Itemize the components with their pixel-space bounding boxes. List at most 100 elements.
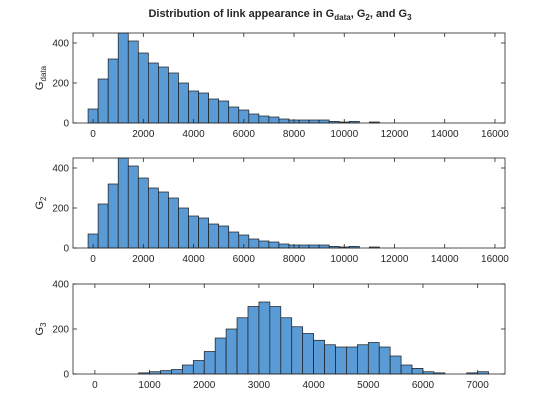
histogram-bar (298, 119, 310, 124)
y-tick-label: 0 (63, 244, 69, 255)
histogram-bar (308, 244, 320, 249)
x-tick-label: 10000 (330, 129, 358, 140)
histogram-bar (280, 317, 293, 375)
x-tick-label: 6000 (233, 129, 256, 140)
histogram-bar (137, 177, 149, 249)
histogram-bar (291, 326, 304, 375)
y-axis-label: Gdata (34, 65, 48, 90)
x-tick-label: 8000 (283, 254, 306, 265)
y-tick-label: 200 (52, 325, 69, 336)
histogram-bar (248, 238, 260, 249)
x-tick-label: 7000 (467, 380, 490, 391)
histogram-bar (346, 346, 358, 375)
histogram-bar (198, 92, 209, 124)
histogram-bar (214, 337, 227, 375)
histogram-bar (188, 215, 199, 249)
histogram-bar (97, 78, 109, 124)
histogram-bar (178, 207, 189, 249)
histogram-bar (248, 113, 260, 124)
histogram-bar (107, 183, 119, 249)
histogram-bar (400, 364, 413, 375)
histogram-bar (313, 339, 325, 375)
histogram-bar (378, 346, 391, 375)
x-tick-label: 0 (90, 254, 96, 265)
histogram-bar (218, 225, 230, 249)
x-tick-label: 10000 (330, 254, 358, 265)
histogram-bar (335, 346, 347, 375)
histogram-bar (258, 301, 271, 375)
histogram-bar (389, 355, 402, 375)
x-tick-label: 12000 (381, 129, 409, 140)
histogram-bar (168, 197, 179, 249)
title-sub-data: data (334, 13, 351, 23)
x-tick-label: 14000 (431, 129, 459, 140)
histogram-bar (158, 191, 169, 249)
histogram-bar (268, 116, 280, 124)
histogram-bar (208, 223, 220, 249)
histogram-bar (147, 187, 159, 249)
histogram-bar (324, 344, 336, 375)
x-tick-label: 5000 (357, 380, 380, 391)
histogram-bar (258, 115, 270, 124)
histogram-bar (208, 98, 220, 124)
histogram-bar (160, 370, 172, 375)
x-tick-label: 4000 (182, 254, 205, 265)
histogram-bar (278, 118, 290, 124)
histogram-bar (147, 62, 159, 124)
x-tick-label: 0 (92, 380, 98, 391)
histogram-bar (203, 351, 216, 375)
histogram-bar (411, 368, 424, 375)
x-tick-label: 1000 (138, 380, 161, 391)
histogram-bar (97, 203, 109, 249)
y-axis-label: G2 (34, 196, 48, 210)
x-tick-label: 2000 (132, 254, 155, 265)
x-tick-label: 6000 (233, 254, 256, 265)
title-sep-1: , G (350, 8, 366, 20)
histogram-bar (308, 119, 320, 124)
histogram-bar (127, 40, 139, 124)
y-tick-label: 0 (63, 370, 69, 381)
axes-box (72, 32, 506, 124)
histogram-bar (236, 317, 249, 375)
x-tick-label: 4000 (302, 380, 325, 391)
histogram-bar (117, 157, 129, 249)
histogram-bar (158, 66, 169, 124)
histogram-bar (357, 344, 369, 375)
x-tick-label: 12000 (381, 254, 409, 265)
y-tick-label: 200 (52, 204, 69, 215)
histogram-bar (228, 231, 240, 249)
histogram-bar (168, 72, 179, 124)
title-sep-2: , and G (369, 8, 408, 20)
histogram-bar (269, 306, 282, 375)
histogram-bar (127, 165, 139, 249)
x-tick-label: 14000 (431, 254, 459, 265)
x-tick-label: 4000 (182, 129, 205, 140)
x-tick-label: 6000 (412, 380, 435, 391)
histogram-bar (188, 90, 199, 124)
histogram-bar (107, 58, 119, 124)
x-tick-label: 16000 (481, 254, 509, 265)
histogram-bar (298, 244, 310, 249)
histogram-bar (117, 32, 129, 124)
x-tick-label: 0 (90, 129, 96, 140)
figure-title: Distribution of link appearance in Gdata… (0, 8, 560, 22)
x-tick-label: 3000 (248, 380, 271, 391)
x-tick-label: 8000 (283, 129, 306, 140)
x-tick-label: 16000 (481, 129, 509, 140)
y-tick-label: 0 (63, 119, 69, 130)
histogram-bar (247, 306, 260, 375)
histogram-bar (178, 82, 189, 124)
histogram-bar (258, 240, 270, 249)
title-sub-2: 2 (365, 13, 370, 23)
title-sub-3: 3 (407, 13, 412, 23)
histogram-bar (318, 119, 330, 124)
histogram-bar (182, 364, 194, 375)
title-text: Distribution of link appearance in G (148, 8, 335, 20)
histogram-bar (137, 52, 149, 124)
x-tick-label: 2000 (132, 129, 155, 140)
histogram-bar (278, 243, 290, 249)
histogram-bar (192, 360, 205, 375)
histogram-bar (228, 106, 240, 124)
